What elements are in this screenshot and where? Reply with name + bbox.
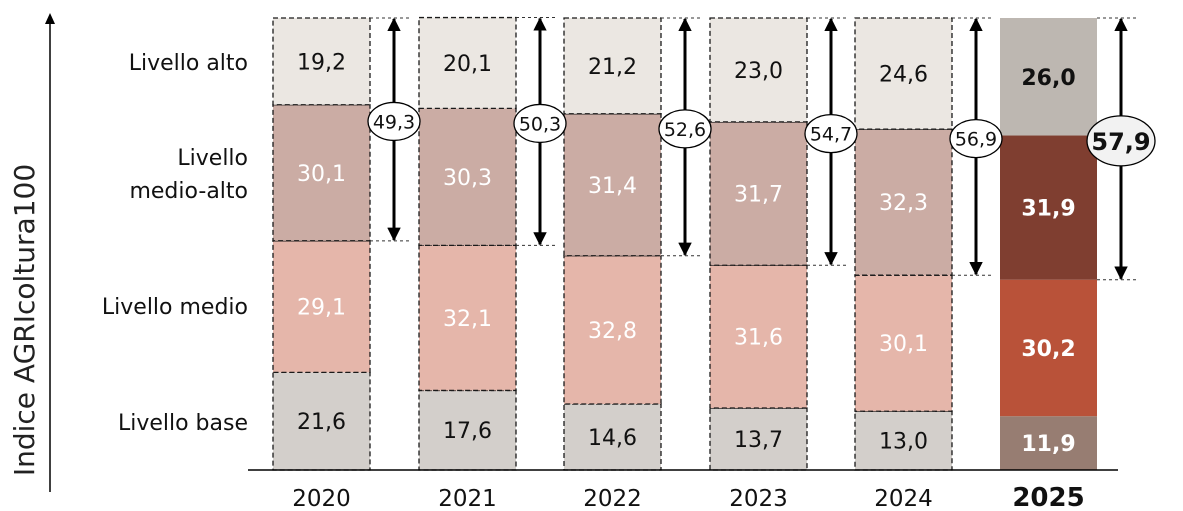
bar-segment-livello-alto-2023: [709, 17, 808, 123]
bracket-value-label-2024: 56,9: [955, 129, 997, 151]
bar-segment-livello-medio-2021: [418, 244, 517, 392]
bar-value-label-livello-medio-2022: 32,8: [588, 319, 637, 344]
bar-value-label-livello-medio-alto-2020: 30,1: [297, 162, 346, 187]
bar-segment-livello-base-2023: [709, 407, 808, 471]
bar-segment-livello-medio-2020: [272, 240, 371, 374]
bar-value-label-livello-base-2023: 13,7: [734, 428, 783, 453]
bar-value-label-livello-medio-alto-2025: 31,9: [1021, 197, 1075, 222]
bar-value-label-livello-base-2021: 17,6: [443, 419, 492, 444]
bracket-badge-2020: [367, 101, 421, 142]
bracket-value-label-2022: 52,6: [664, 119, 706, 141]
bracket-value-label-2021: 50,3: [519, 113, 561, 135]
bar-value-label-livello-base-2024: 13,0: [879, 430, 928, 455]
bracket-value-label-2023: 54,7: [810, 124, 852, 146]
bar-segment-livello-alto-2025: [1000, 18, 1097, 136]
bracket-badge-2023: [804, 113, 858, 154]
bar-segment-livello-medio-2025: [1000, 279, 1097, 417]
x-tick-label-2020: 2020: [292, 486, 351, 511]
bar-value-label-livello-alto-2021: 20,1: [443, 52, 492, 77]
bar-segment-livello-base-2022: [563, 403, 662, 471]
bar-value-label-livello-alto-2024: 24,6: [879, 63, 928, 88]
row-label-livello-alto: Livello alto: [129, 51, 248, 76]
bars-layer: 21,6 29,1 30,1 19,2 17,6 32,1 30,3 20,1 14,6 32,8…: [272, 16, 1097, 471]
bar-value-label-livello-alto-2020: 19,2: [297, 50, 346, 75]
bracket-value-label-2020: 49,3: [373, 111, 415, 133]
bar-value-label-livello-alto-2022: 21,2: [588, 55, 637, 80]
bar-segment-livello-medio-alto-2025: [1000, 135, 1097, 280]
bar-value-label-livello-base-2020: 21,6: [297, 410, 346, 435]
bar-value-label-livello-medio-2024: 30,1: [879, 332, 928, 357]
bar-segment-livello-medio-2023: [709, 264, 808, 409]
bar-segment-livello-medio-alto-2023: [709, 121, 808, 266]
bar-segment-livello-base-2025: [1000, 416, 1097, 470]
bar-segment-livello-alto-2024: [854, 17, 953, 130]
bar-value-label-livello-base-2025: 11,9: [1021, 432, 1075, 457]
row-label-livello-medio: Livello medio: [102, 295, 248, 320]
bar-value-label-livello-base-2022: 14,6: [588, 426, 637, 451]
bar-value-label-livello-medio-2025: 30,2: [1021, 337, 1075, 362]
bar-value-label-livello-medio-2020: 29,1: [297, 296, 346, 321]
bracket-badge-2025: [1086, 115, 1156, 167]
bar-segment-livello-base-2024: [854, 410, 953, 471]
bar-segment-livello-alto-2020: [272, 17, 371, 106]
brackets-layer: 49,3 50,3 52,6 54,7 56,9 57,9: [367, 17, 1156, 281]
x-tick-label-2022: 2022: [583, 486, 642, 511]
y-axis-arrowhead: [45, 13, 55, 24]
x-tick-label-2023: 2023: [729, 486, 788, 511]
bar-segment-livello-alto-2021: [418, 16, 517, 110]
bar-value-label-livello-medio-alto-2023: 31,7: [734, 183, 783, 208]
bar-segment-livello-alto-2022: [563, 17, 662, 115]
bar-segment-livello-medio-alto-2022: [563, 113, 662, 257]
bracket-badge-2022: [658, 109, 712, 149]
bar-value-label-livello-medio-alto-2024: 32,3: [879, 191, 928, 216]
bar-segment-livello-medio-alto-2024: [854, 128, 953, 276]
x-axis-labels: 2020 2021 2022 2023 2024 2025: [292, 483, 1084, 511]
bracket-badge-2021: [513, 103, 567, 144]
bar-value-label-livello-medio-2021: 32,1: [443, 307, 492, 332]
bar-value-label-livello-medio-alto-2021: 30,3: [443, 166, 492, 191]
bar-value-label-livello-medio-2023: 31,6: [734, 326, 783, 351]
row-label-livello-medio-alto-line1: Livello: [177, 146, 248, 171]
bar-value-label-livello-alto-2025: 26,0: [1021, 66, 1075, 91]
x-tick-label-2021: 2021: [438, 486, 497, 511]
bar-value-label-livello-alto-2023: 23,0: [734, 59, 783, 84]
bar-segment-livello-base-2021: [418, 389, 517, 471]
bracket-value-label-2025: 57,9: [1091, 128, 1150, 156]
row-label-livello-medio-alto-line2: medio-alto: [129, 179, 248, 204]
bar-value-label-livello-medio-alto-2022: 31,4: [588, 174, 637, 199]
bar-segment-livello-medio-2022: [563, 255, 662, 405]
y-axis-label: Indice AGRIcoltura100: [8, 164, 41, 476]
x-tick-label-2025: 2025: [1012, 483, 1084, 511]
bracket-badge-2024: [949, 118, 1003, 159]
row-label-livello-base: Livello base: [118, 411, 248, 436]
x-tick-label-2024: 2024: [874, 486, 933, 511]
